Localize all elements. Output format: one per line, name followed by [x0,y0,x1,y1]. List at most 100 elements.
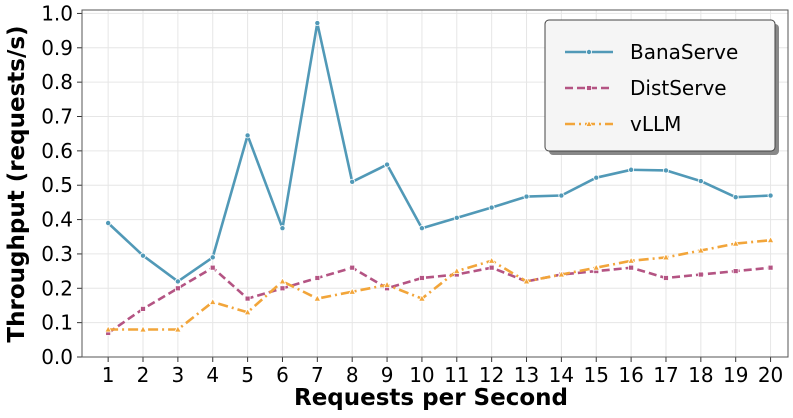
y-tick-label: 0.9 [41,36,73,60]
data-point-banaserve [349,178,356,185]
y-tick-label: 0.7 [41,105,73,129]
data-point-banaserve [767,192,774,199]
data-point-vllm [696,246,705,254]
legend-entry-vllm: vLLM [565,112,681,136]
plot-frame [81,9,789,358]
data-point-distserve [314,275,321,281]
data-point-vllm [383,280,391,288]
data-point-banaserve [732,194,739,201]
legend: BanaServe DistServe vLLM [544,19,779,155]
y-axis-ticks: 0.0 0.1 0.2 0.3 0.4 0.5 0.6 0.7 0.8 0.9 1.0 [41,1,82,369]
legend-label: DistServe [630,76,727,100]
series-layer [104,20,775,336]
legend-marker [585,119,593,127]
data-point-banaserve [558,192,565,199]
x-tick-label: 15 [584,363,609,387]
grid-lines [82,10,788,358]
y-tick-label: 0.0 [41,345,73,369]
series-line-distserve [107,266,771,335]
x-axis-ticks: 1 2 3 4 5 6 7 8 9 10 11 12 13 14 15 16 17 18 19 20 [102,357,783,387]
data-point-distserve [628,264,635,271]
data-point-distserve [663,275,669,281]
y-tick-label: 0.5 [41,173,73,197]
data-point-vllm [662,253,670,261]
data-point-banaserve [662,167,669,174]
series-line-vllm [108,238,771,331]
data-point-vllm [174,325,182,333]
data-point-banaserve [174,278,181,285]
data-point-banaserve [140,252,147,259]
y-tick-label: 0.3 [41,242,73,266]
x-axis-title: Requests per Second [294,385,568,411]
legend-label: BanaServe [630,40,738,64]
data-point-vllm [487,256,496,264]
data-point-vllm [452,266,461,275]
series-banaserve [105,20,774,285]
series-line-banaserve [107,21,771,283]
data-point-vllm [557,270,566,278]
legend-entry-distserve: DistServe [565,76,727,100]
x-tick-label: 6 [276,363,289,387]
x-tick-label: 3 [172,363,185,387]
y-tick-label: 0.8 [41,70,73,94]
data-point-banaserve [488,204,495,211]
data-point-distserve [697,271,704,278]
x-tick-label: 8 [346,363,359,387]
data-point-distserve [349,264,356,271]
data-point-distserve [279,285,286,292]
data-point-distserve [140,306,146,312]
legend-label: vLLM [630,112,681,136]
data-point-banaserve [279,225,286,232]
x-tick-label: 2 [137,363,150,387]
x-tick-label: 16 [618,363,643,387]
data-point-banaserve [418,225,425,232]
data-point-vllm [731,239,740,247]
data-point-vllm [104,325,113,333]
data-point-banaserve [105,220,112,227]
x-tick-label: 7 [311,363,324,387]
y-tick-label: 0.2 [41,276,73,300]
data-point-vllm [627,256,635,264]
y-tick-label: 0.4 [41,208,73,232]
legend-marker [586,85,592,91]
data-point-distserve [174,285,181,292]
data-point-distserve [732,268,739,275]
x-tick-label: 14 [549,363,574,387]
series-vllm [104,235,775,333]
x-tick-label: 17 [653,363,678,387]
data-point-distserve [244,295,251,302]
data-point-banaserve [209,254,216,261]
data-point-vllm [313,294,322,302]
x-tick-label: 1 [102,363,115,387]
data-point-banaserve [593,174,600,181]
y-axis-title: Throughput (requests/s) [4,25,30,342]
data-point-vllm [418,294,426,302]
x-tick-label: 10 [409,363,434,387]
data-point-distserve [767,264,774,271]
data-point-vllm [243,307,252,316]
data-point-vllm [139,325,147,333]
y-tick-label: 0.6 [41,139,73,163]
data-point-vllm [208,297,217,305]
legend-marker [586,49,593,56]
data-point-banaserve [523,193,530,200]
x-tick-label: 19 [723,363,748,387]
data-point-distserve [209,264,216,271]
legend-entry-banaserve: BanaServe [565,40,738,64]
x-tick-label: 12 [479,363,504,387]
data-point-vllm [348,287,357,295]
data-point-distserve [419,275,425,281]
x-tick-label: 11 [444,363,469,387]
x-tick-label: 5 [241,363,254,387]
x-tick-label: 13 [514,363,539,387]
y-tick-label: 1.0 [41,1,73,25]
data-point-banaserve [628,166,635,173]
data-point-banaserve [314,20,321,27]
x-tick-label: 4 [206,363,219,387]
data-point-banaserve [453,214,460,221]
data-point-vllm [522,277,531,285]
y-tick-label: 0.1 [41,311,73,335]
data-point-vllm [278,277,287,285]
data-point-vllm [766,235,775,244]
